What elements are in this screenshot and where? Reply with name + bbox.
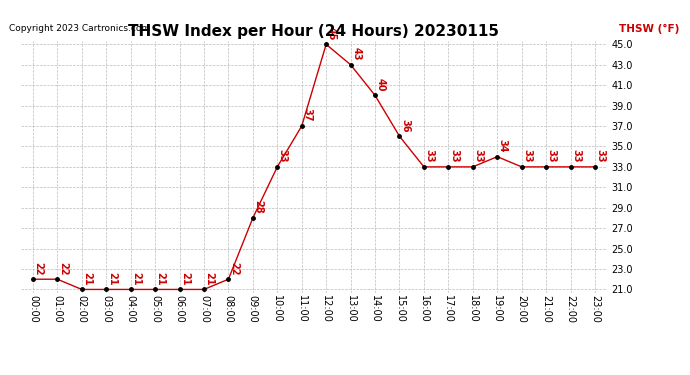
Text: 33: 33 bbox=[449, 149, 459, 163]
Text: 45: 45 bbox=[327, 27, 337, 40]
Text: Copyright 2023 Cartronics.com: Copyright 2023 Cartronics.com bbox=[9, 24, 150, 33]
Title: THSW Index per Hour (24 Hours) 20230115: THSW Index per Hour (24 Hours) 20230115 bbox=[128, 24, 500, 39]
Text: 33: 33 bbox=[571, 149, 581, 163]
Text: 22: 22 bbox=[34, 261, 43, 275]
Text: 33: 33 bbox=[424, 149, 435, 163]
Text: 43: 43 bbox=[351, 47, 361, 61]
Text: 28: 28 bbox=[253, 200, 264, 214]
Text: 36: 36 bbox=[400, 118, 410, 132]
Text: 22: 22 bbox=[229, 261, 239, 275]
Text: 21: 21 bbox=[204, 272, 215, 285]
Text: 22: 22 bbox=[58, 261, 68, 275]
Text: 21: 21 bbox=[180, 272, 190, 285]
Text: 33: 33 bbox=[278, 149, 288, 163]
Text: 21: 21 bbox=[82, 272, 92, 285]
Text: 33: 33 bbox=[522, 149, 532, 163]
Text: 40: 40 bbox=[375, 78, 386, 91]
Text: THSW (°F): THSW (°F) bbox=[619, 24, 680, 34]
Text: 34: 34 bbox=[497, 139, 508, 153]
Text: 33: 33 bbox=[546, 149, 557, 163]
Text: 33: 33 bbox=[595, 149, 606, 163]
Text: 21: 21 bbox=[156, 272, 166, 285]
Text: 21: 21 bbox=[131, 272, 141, 285]
Text: 37: 37 bbox=[302, 108, 313, 122]
Text: 33: 33 bbox=[473, 149, 484, 163]
Text: 21: 21 bbox=[107, 272, 117, 285]
